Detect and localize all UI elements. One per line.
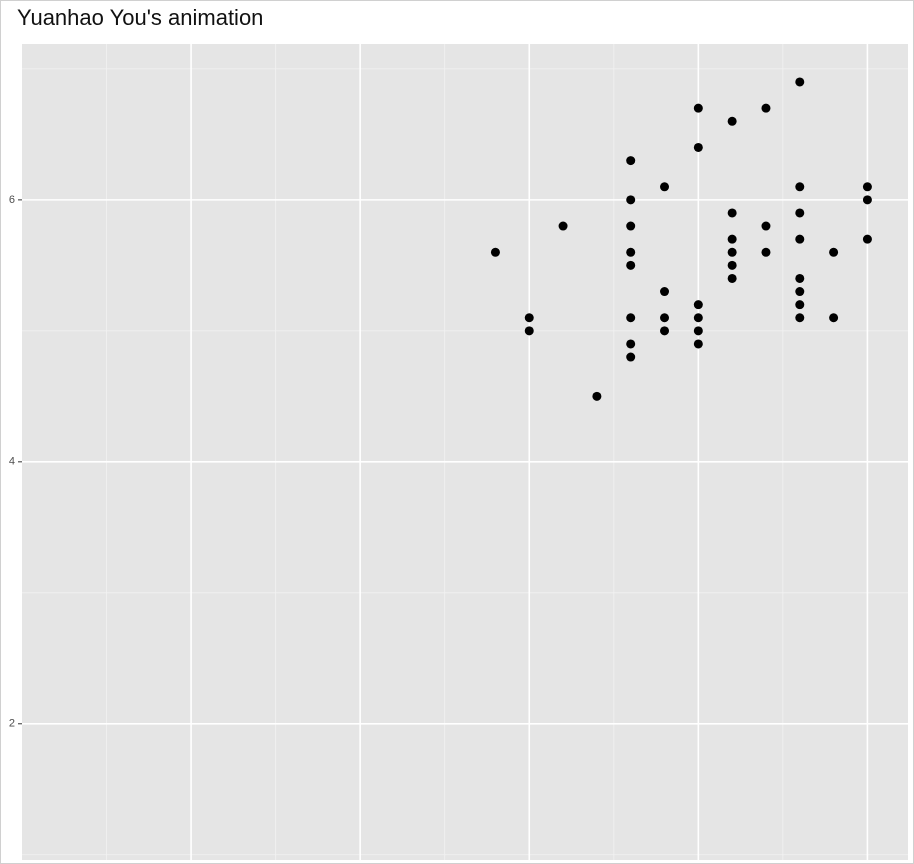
point xyxy=(660,326,670,336)
point xyxy=(727,247,737,257)
point xyxy=(727,208,737,218)
point xyxy=(626,339,636,349)
point xyxy=(693,142,703,152)
point xyxy=(727,116,737,126)
point xyxy=(693,339,703,349)
point xyxy=(660,313,670,323)
point xyxy=(862,234,872,244)
point xyxy=(761,103,771,113)
point xyxy=(626,247,636,257)
point xyxy=(795,182,805,192)
point xyxy=(829,247,839,257)
point xyxy=(626,313,636,323)
point xyxy=(862,182,872,192)
point xyxy=(795,77,805,87)
point xyxy=(727,260,737,270)
point xyxy=(795,208,805,218)
point xyxy=(524,313,534,323)
y-tick-label: 6 xyxy=(9,194,15,206)
point xyxy=(693,326,703,336)
y-tick-label: 4 xyxy=(9,456,15,468)
point xyxy=(693,103,703,113)
point xyxy=(660,182,670,192)
point xyxy=(693,300,703,310)
point xyxy=(761,247,771,257)
point xyxy=(626,352,636,362)
point xyxy=(626,260,636,270)
point xyxy=(829,313,839,323)
point xyxy=(626,221,636,231)
point xyxy=(592,391,602,401)
point xyxy=(795,234,805,244)
point xyxy=(862,195,872,205)
point xyxy=(795,313,805,323)
point xyxy=(795,273,805,283)
point xyxy=(693,313,703,323)
point xyxy=(795,300,805,310)
point xyxy=(795,287,805,297)
chart-title: Yuanhao You's animation xyxy=(17,5,263,30)
point xyxy=(660,287,670,297)
point xyxy=(727,234,737,244)
point xyxy=(626,156,636,166)
panel xyxy=(22,44,908,860)
point xyxy=(626,195,636,205)
point xyxy=(761,221,771,231)
point xyxy=(727,273,737,283)
point xyxy=(490,247,500,257)
y-tick-label: 2 xyxy=(9,718,15,730)
point xyxy=(558,221,568,231)
point xyxy=(524,326,534,336)
